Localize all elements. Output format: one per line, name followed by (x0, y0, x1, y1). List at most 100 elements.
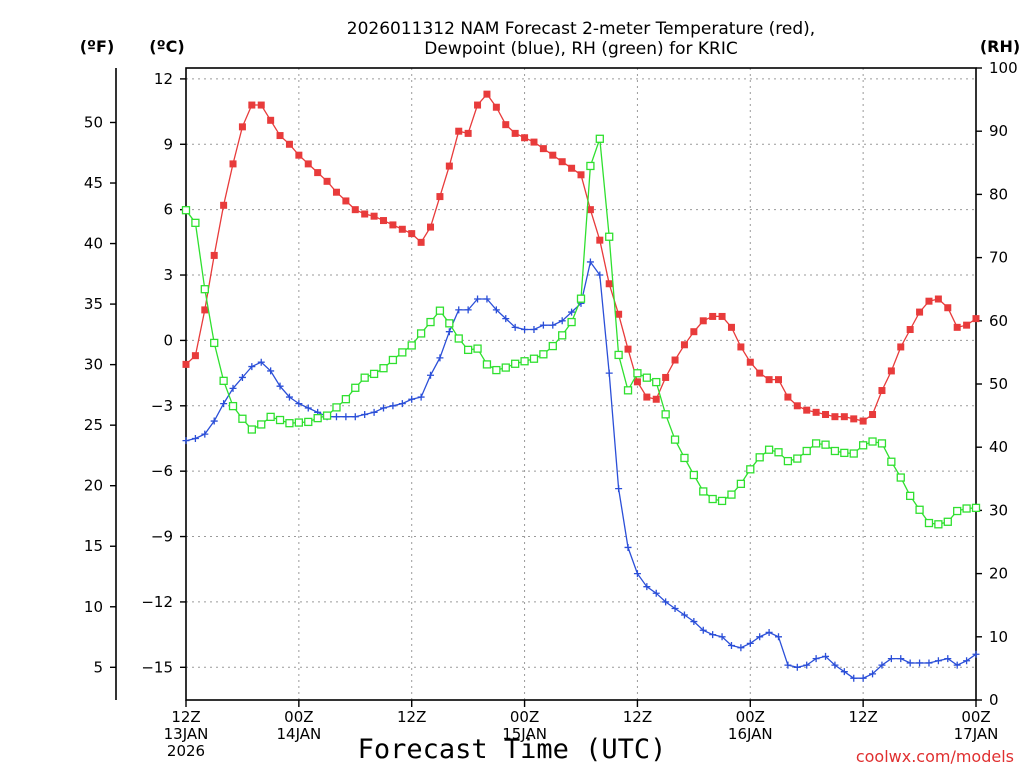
data-point (916, 308, 924, 316)
data-point (314, 169, 322, 177)
data-point (455, 127, 463, 135)
data-point (201, 306, 209, 314)
data-point (643, 393, 651, 401)
data-point (304, 160, 312, 168)
celsius-tick-label: −6 (151, 462, 173, 480)
data-point (680, 341, 688, 349)
data-point (304, 404, 312, 412)
data-point (840, 448, 849, 458)
data-point (858, 441, 868, 450)
credit-label: coolwx.com/models (856, 747, 1014, 766)
data-point (859, 417, 867, 425)
data-point (596, 271, 604, 279)
fahrenheit-tick-label: 10 (84, 598, 103, 616)
data-point (275, 415, 285, 425)
data-point (360, 373, 369, 382)
data-point (548, 341, 557, 351)
data-point (624, 345, 632, 353)
data-point (690, 328, 698, 336)
data-point (228, 401, 238, 411)
data-point (689, 470, 699, 480)
data-point (474, 101, 482, 109)
data-point (229, 384, 237, 392)
data-point (200, 285, 209, 294)
data-point (304, 417, 313, 427)
data-point (502, 121, 510, 129)
data-point (662, 373, 670, 381)
series-line (185, 93, 977, 422)
data-point (934, 295, 942, 303)
data-point (454, 334, 463, 343)
data-point (953, 323, 961, 331)
data-point (869, 411, 877, 419)
data-point (285, 419, 294, 428)
data-point (539, 350, 548, 359)
data-point (718, 633, 726, 641)
data-point (727, 642, 735, 650)
chart-title: 2026011312 NAM Forecast 2-meter Temperat… (347, 19, 815, 59)
data-point (811, 439, 821, 448)
rh-tick-label: 40 (989, 438, 1008, 456)
title-line-2: Dewpoint (blue), RH (green) for KRIC (424, 39, 737, 59)
data-point (342, 413, 350, 421)
data-point (916, 659, 924, 667)
celsius-tick-label: 12 (154, 70, 173, 88)
rh-tick-label: 0 (989, 691, 999, 709)
data-point (370, 212, 378, 220)
data-point (831, 661, 839, 669)
x-tick-label: 12Z (848, 708, 877, 726)
data-point (586, 161, 595, 171)
data-point (877, 439, 887, 448)
data-point (248, 363, 256, 371)
grid-lines (186, 68, 976, 700)
data-point (341, 395, 351, 404)
series-layer (181, 90, 981, 682)
x-tick-label: 16JAN (728, 725, 773, 743)
data-point (812, 655, 820, 663)
data-point (586, 206, 594, 214)
data-point (464, 306, 472, 314)
data-point (746, 358, 754, 366)
data-point (191, 218, 200, 227)
data-point (379, 364, 388, 373)
fahrenheit-tick-label: 40 (84, 235, 103, 253)
x-tick-label: 12Z (623, 708, 652, 726)
data-point (483, 295, 491, 303)
fahrenheit-tick-label: 5 (93, 658, 103, 676)
data-point (576, 294, 586, 303)
fahrenheit-unit-label: (ºF) (80, 37, 115, 56)
x-tick-label: 13JAN (164, 725, 209, 743)
rh-tick-label: 80 (989, 185, 1008, 203)
data-point (849, 449, 858, 458)
fahrenheit-tick-label: 50 (84, 113, 103, 131)
data-point (718, 312, 726, 320)
data-point (558, 331, 567, 340)
data-point (181, 206, 191, 215)
data-point (361, 210, 369, 218)
data-point (680, 453, 689, 463)
data-point (793, 663, 801, 671)
data-point (238, 373, 246, 381)
rh-tick-label: 100 (989, 59, 1018, 77)
celsius-tick-label: −3 (151, 397, 173, 415)
data-point (642, 373, 651, 382)
data-point (285, 393, 293, 401)
plot-frame (185, 67, 977, 701)
data-point (830, 446, 840, 456)
data-point (238, 123, 246, 131)
x-tick-label: 2026 (167, 742, 205, 760)
data-point (699, 487, 708, 496)
data-point (492, 103, 500, 111)
data-point (398, 400, 406, 408)
x-tick-label: 00Z (961, 708, 990, 726)
data-point (539, 321, 547, 329)
data-point (219, 376, 228, 385)
data-point (943, 517, 952, 526)
data-point (407, 341, 416, 350)
data-point (784, 661, 792, 669)
data-point (323, 177, 331, 185)
data-point (558, 158, 566, 166)
x-tick-label: 12Z (397, 708, 426, 726)
x-tick-label: 00Z (510, 708, 539, 726)
data-point (812, 408, 820, 416)
